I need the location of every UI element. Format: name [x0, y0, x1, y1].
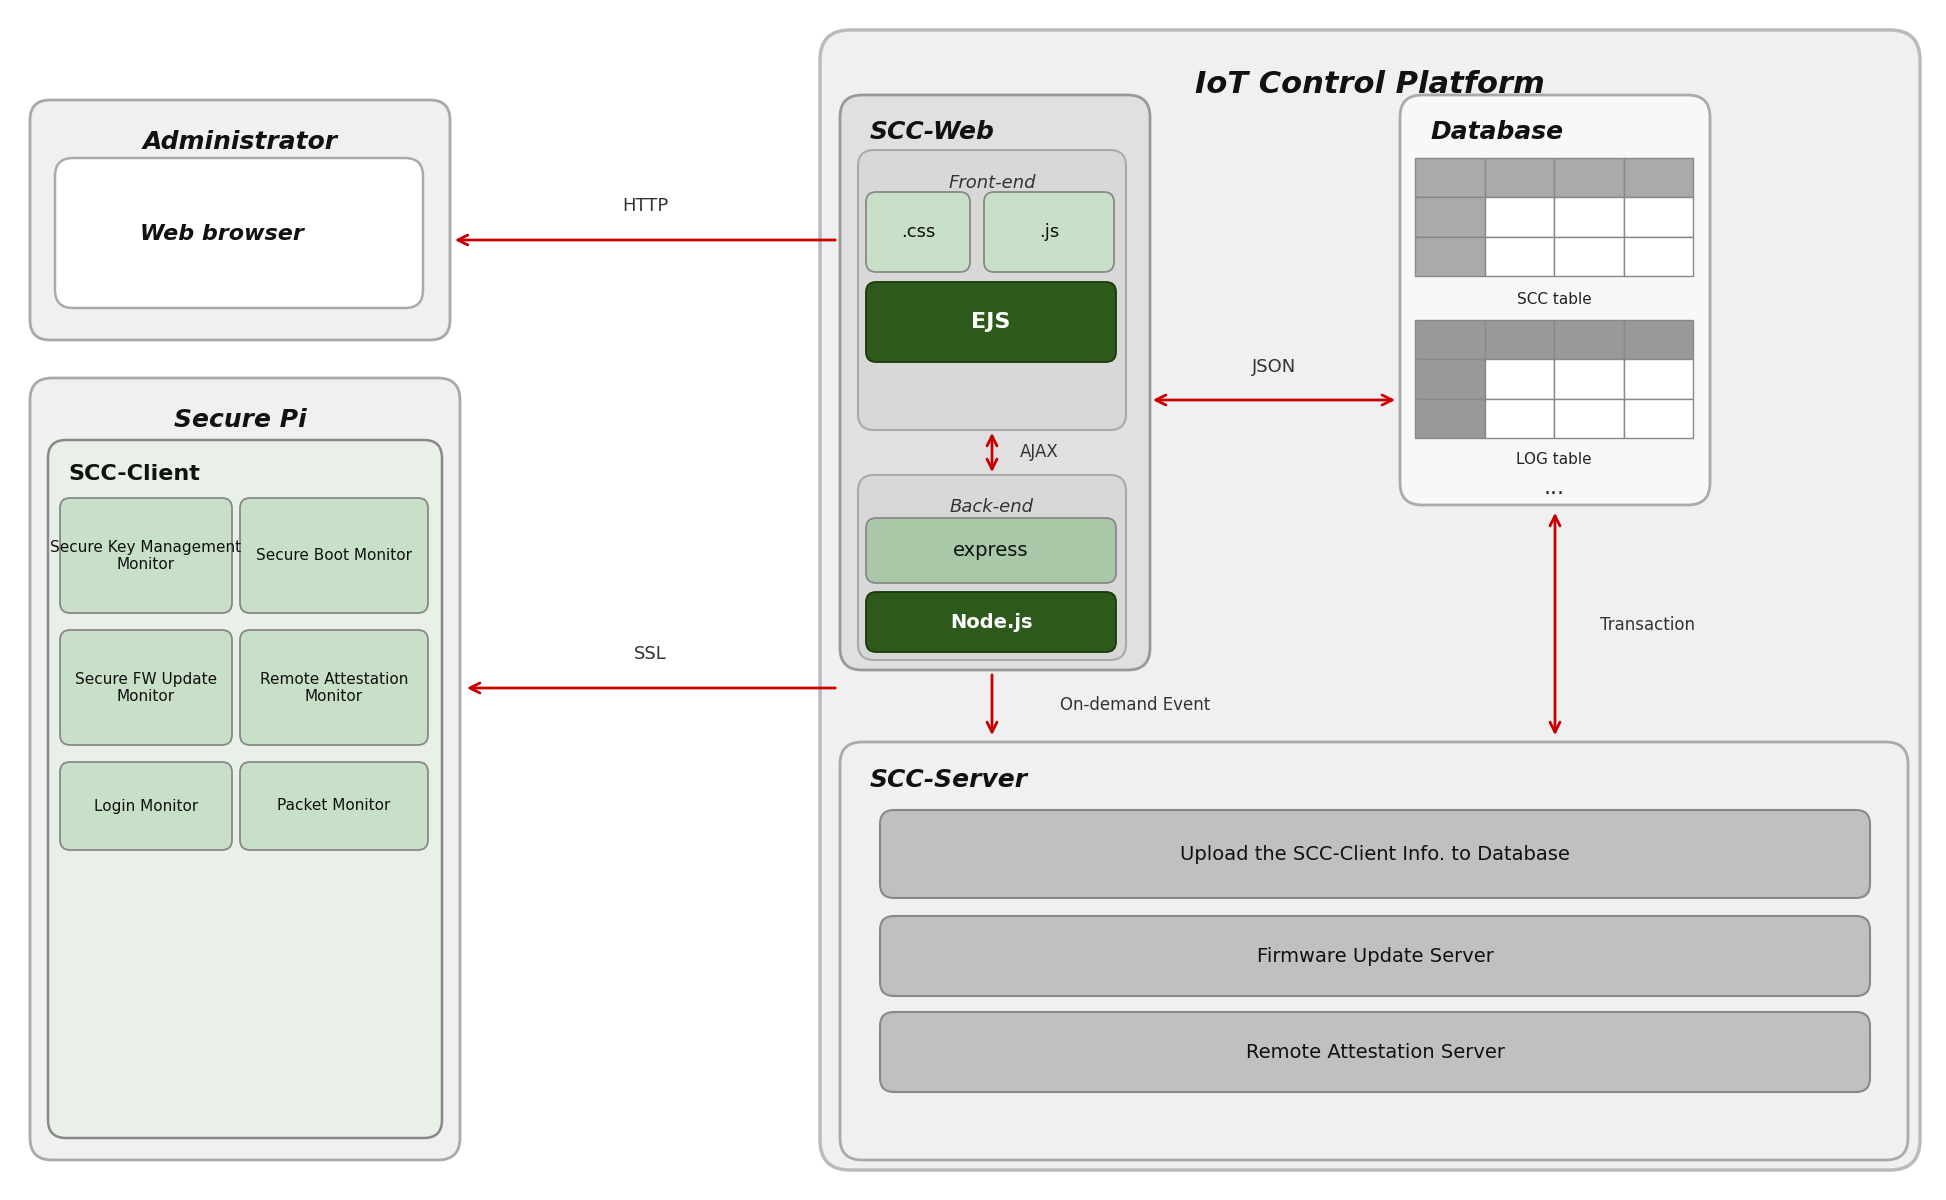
FancyBboxPatch shape	[880, 810, 1870, 898]
Text: SCC-Server: SCC-Server	[870, 768, 1027, 792]
Text: Database: Database	[1430, 120, 1563, 144]
Text: LOG table: LOG table	[1516, 452, 1592, 467]
Text: Packet Monitor: Packet Monitor	[278, 798, 391, 814]
Text: On-demand Event: On-demand Event	[1061, 696, 1210, 714]
FancyBboxPatch shape	[239, 630, 428, 745]
Text: Secure FW Update
Monitor: Secure FW Update Monitor	[76, 672, 218, 704]
Text: SCC-Web: SCC-Web	[870, 120, 994, 144]
Bar	[1485, 320, 1555, 359]
Text: AJAX: AJAX	[1020, 443, 1059, 461]
Text: Transaction: Transaction	[1600, 616, 1695, 634]
Text: Upload the SCC-Client Info. to Database: Upload the SCC-Client Info. to Database	[1179, 845, 1570, 864]
Text: Web browser: Web browser	[140, 224, 304, 244]
Bar	[1415, 320, 1485, 359]
FancyBboxPatch shape	[1399, 95, 1711, 505]
FancyBboxPatch shape	[841, 95, 1150, 670]
FancyBboxPatch shape	[60, 498, 232, 613]
FancyBboxPatch shape	[880, 916, 1870, 996]
FancyBboxPatch shape	[880, 1012, 1870, 1092]
FancyBboxPatch shape	[60, 630, 232, 745]
Text: .css: .css	[901, 223, 936, 241]
Text: ...: ...	[1543, 478, 1565, 498]
Bar	[1623, 158, 1693, 197]
Text: Secure Pi: Secure Pi	[173, 408, 306, 432]
Bar	[1485, 359, 1555, 398]
Bar	[1555, 398, 1623, 438]
FancyBboxPatch shape	[239, 762, 428, 850]
Bar	[1555, 197, 1623, 236]
Text: Firmware Update Server: Firmware Update Server	[1257, 947, 1493, 966]
FancyBboxPatch shape	[866, 592, 1115, 652]
Bar	[1415, 158, 1485, 197]
Bar	[1555, 158, 1623, 197]
FancyBboxPatch shape	[60, 762, 232, 850]
FancyBboxPatch shape	[54, 158, 422, 308]
Text: .js: .js	[1039, 223, 1059, 241]
Bar	[1623, 236, 1693, 276]
Text: JSON: JSON	[1251, 358, 1296, 376]
Bar	[1555, 320, 1623, 359]
FancyBboxPatch shape	[239, 498, 428, 613]
Bar	[1485, 236, 1555, 276]
FancyBboxPatch shape	[858, 475, 1127, 660]
FancyBboxPatch shape	[866, 192, 969, 272]
Bar	[1415, 197, 1485, 236]
Text: SSL: SSL	[634, 646, 666, 662]
Text: Back-end: Back-end	[950, 498, 1033, 516]
Text: SCC-Client: SCC-Client	[68, 464, 200, 484]
Bar	[1485, 158, 1555, 197]
Text: Node.js: Node.js	[950, 612, 1031, 631]
Text: express: express	[954, 540, 1029, 559]
Text: Secure Key Management
Monitor: Secure Key Management Monitor	[51, 540, 241, 572]
Text: Administrator: Administrator	[142, 130, 337, 154]
Text: HTTP: HTTP	[623, 197, 667, 215]
FancyBboxPatch shape	[858, 150, 1127, 430]
Bar	[1623, 359, 1693, 398]
Bar	[1623, 320, 1693, 359]
Bar	[1555, 236, 1623, 276]
Bar	[1485, 197, 1555, 236]
FancyBboxPatch shape	[866, 282, 1115, 362]
FancyBboxPatch shape	[841, 742, 1907, 1160]
FancyBboxPatch shape	[29, 100, 450, 340]
Text: Remote Attestation
Monitor: Remote Attestation Monitor	[261, 672, 409, 704]
Bar	[1485, 398, 1555, 438]
Bar	[1623, 398, 1693, 438]
Bar	[1415, 398, 1485, 438]
Text: Secure Boot Monitor: Secure Boot Monitor	[257, 548, 413, 564]
Text: Login Monitor: Login Monitor	[93, 798, 198, 814]
FancyBboxPatch shape	[29, 378, 459, 1160]
Bar	[1555, 359, 1623, 398]
Text: IoT Control Platform: IoT Control Platform	[1195, 70, 1545, 98]
Bar	[1415, 236, 1485, 276]
FancyBboxPatch shape	[985, 192, 1113, 272]
FancyBboxPatch shape	[49, 440, 442, 1138]
Text: EJS: EJS	[971, 312, 1010, 332]
Text: Front-end: Front-end	[948, 174, 1035, 192]
FancyBboxPatch shape	[866, 518, 1115, 583]
FancyBboxPatch shape	[819, 30, 1921, 1170]
Text: SCC table: SCC table	[1516, 292, 1592, 307]
Bar	[1623, 197, 1693, 236]
Bar	[1415, 359, 1485, 398]
Text: Remote Attestation Server: Remote Attestation Server	[1245, 1043, 1504, 1062]
